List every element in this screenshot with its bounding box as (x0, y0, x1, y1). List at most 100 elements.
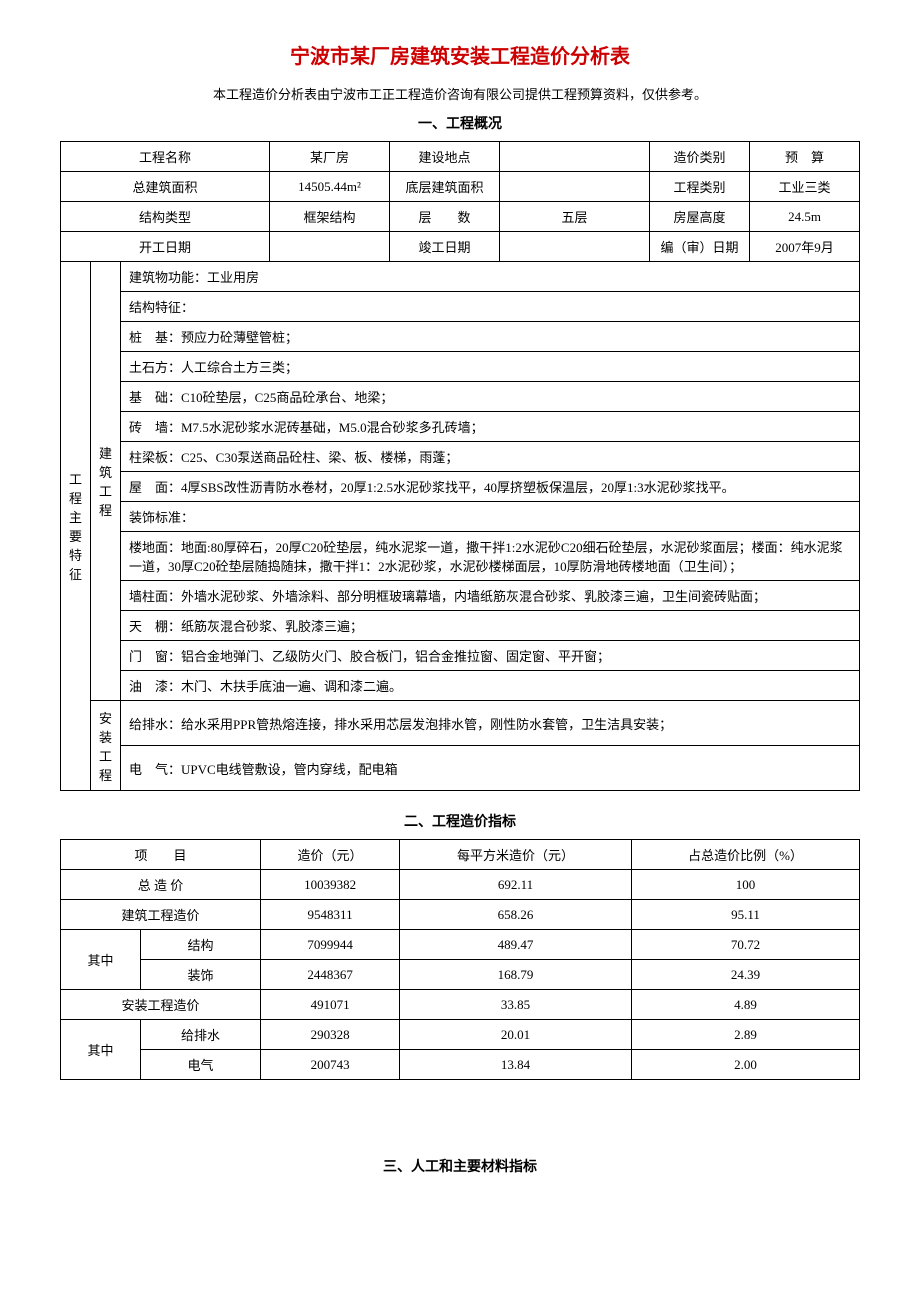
section3-header: 三、人工和主要材料指标 (60, 1156, 860, 1176)
feature-line: 电 气：UPVC电线管敷设，管内穿线，配电箱 (121, 746, 860, 791)
value-cell: 2448367 (261, 960, 400, 990)
value-cell (500, 172, 650, 202)
table-row: 砖 墙：M7.5水泥砂浆水泥砖基础，M5.0混合砂浆多孔砖墙； (61, 412, 860, 442)
value-cell (500, 142, 650, 172)
feature-line: 结构特征： (121, 292, 860, 322)
table-row: 安装工程造价 491071 33.85 4.89 (61, 990, 860, 1020)
table-row: 总建筑面积 14505.44m² 底层建筑面积 工程类别 工业三类 (61, 172, 860, 202)
prefix-cell: 其中 (61, 930, 141, 990)
table-row: 总 造 价 10039382 692.11 100 (61, 870, 860, 900)
label-cell: 竣工日期 (390, 232, 500, 262)
feature-install-label: 安装工程 (91, 701, 121, 791)
feature-line: 楼地面：地面:80厚碎石，20厚C20砼垫层，纯水泥浆一道，撒干拌1:2水泥砂C… (121, 532, 860, 581)
value-cell: 168.79 (400, 960, 632, 990)
table-row: 建筑工程造价 9548311 658.26 95.11 (61, 900, 860, 930)
label-cell: 总建筑面积 (61, 172, 270, 202)
label-cell: 房屋高度 (650, 202, 750, 232)
value-cell: 70.72 (631, 930, 859, 960)
table-row: 油 漆：木门、木扶手底油一遍、调和漆二遍。 (61, 671, 860, 701)
value-cell: 7099944 (261, 930, 400, 960)
table-row: 项 目 造价（元） 每平方米造价（元） 占总造价比例（%） (61, 840, 860, 870)
table-row: 其中 结构 7099944 489.47 70.72 (61, 930, 860, 960)
table-row: 工程名称 某厂房 建设地点 造价类别 预 算 (61, 142, 860, 172)
label-cell: 给排水 (141, 1020, 261, 1050)
value-cell: 五层 (500, 202, 650, 232)
table-row: 屋 面：4厚SBS改性沥青防水卷材，20厚1:2.5水泥砂浆找平，40厚挤塑板保… (61, 472, 860, 502)
label-cell: 总 造 价 (61, 870, 261, 900)
label-cell: 工程类别 (650, 172, 750, 202)
table-row: 安装工程 给排水：给水采用PPR管热熔连接，排水采用芯层发泡排水管，刚性防水套管… (61, 701, 860, 746)
label-cell: 开工日期 (61, 232, 270, 262)
feature-line: 土石方：人工综合土方三类； (121, 352, 860, 382)
feature-line: 砖 墙：M7.5水泥砂浆水泥砖基础，M5.0混合砂浆多孔砖墙； (121, 412, 860, 442)
value-cell: 33.85 (400, 990, 632, 1020)
value-cell: 100 (631, 870, 859, 900)
label-cell: 结构类型 (61, 202, 270, 232)
table-row: 电 气：UPVC电线管敷设，管内穿线，配电箱 (61, 746, 860, 791)
feature-line: 墙柱面：外墙水泥砂浆、外墙涂料、部分明框玻璃幕墙，内墙纸筋灰混合砂浆、乳胶漆三遍… (121, 581, 860, 611)
table-row: 结构特征： (61, 292, 860, 322)
table-row: 其中 给排水 290328 20.01 2.89 (61, 1020, 860, 1050)
table-row: 基 础：C10砼垫层，C25商品砼承台、地梁； (61, 382, 860, 412)
value-cell: 4.89 (631, 990, 859, 1020)
value-cell: 489.47 (400, 930, 632, 960)
cost-indicator-table: 项 目 造价（元） 每平方米造价（元） 占总造价比例（%） 总 造 价 1003… (60, 839, 860, 1080)
value-cell: 9548311 (261, 900, 400, 930)
feature-line: 建筑物功能：工业用房 (121, 262, 860, 292)
section2-header: 二、工程造价指标 (60, 811, 860, 831)
value-cell: 290328 (261, 1020, 400, 1050)
label-cell: 建筑工程造价 (61, 900, 261, 930)
feature-line: 基 础：C10砼垫层，C25商品砼承台、地梁； (121, 382, 860, 412)
label-cell: 安装工程造价 (61, 990, 261, 1020)
page-title: 宁波市某厂房建筑安装工程造价分析表 (60, 40, 860, 69)
feature-line: 天 棚：纸筋灰混合砂浆、乳胶漆三遍； (121, 611, 860, 641)
feature-line: 桩 基：预应力砼薄壁管桩； (121, 322, 860, 352)
table-row: 装饰标准： (61, 502, 860, 532)
table-row: 土石方：人工综合土方三类； (61, 352, 860, 382)
value-cell (270, 232, 390, 262)
feature-build-label: 建筑工程 (91, 262, 121, 701)
feature-line: 给排水：给水采用PPR管热熔连接，排水采用芯层发泡排水管，刚性防水套管，卫生洁具… (121, 701, 860, 746)
value-cell: 2.89 (631, 1020, 859, 1050)
table-row: 电气 200743 13.84 2.00 (61, 1050, 860, 1080)
value-cell: 658.26 (400, 900, 632, 930)
header-cell: 造价（元） (261, 840, 400, 870)
value-cell: 24.39 (631, 960, 859, 990)
feature-line: 油 漆：木门、木扶手底油一遍、调和漆二遍。 (121, 671, 860, 701)
feature-line: 屋 面：4厚SBS改性沥青防水卷材，20厚1:2.5水泥砂浆找平，40厚挤塑板保… (121, 472, 860, 502)
label-cell: 工程名称 (61, 142, 270, 172)
value-cell: 24.5m (750, 202, 860, 232)
value-cell: 2007年9月 (750, 232, 860, 262)
header-cell: 占总造价比例（%） (631, 840, 859, 870)
header-cell: 项 目 (61, 840, 261, 870)
table-row: 工程主要特征 建筑工程 建筑物功能：工业用房 (61, 262, 860, 292)
label-cell: 建设地点 (390, 142, 500, 172)
value-cell: 95.11 (631, 900, 859, 930)
value-cell: 13.84 (400, 1050, 632, 1080)
table-row: 开工日期 竣工日期 编（审）日期 2007年9月 (61, 232, 860, 262)
feature-main-label: 工程主要特征 (61, 262, 91, 791)
label-cell: 造价类别 (650, 142, 750, 172)
section1-header: 一、工程概况 (60, 113, 860, 133)
value-cell: 692.11 (400, 870, 632, 900)
value-cell: 491071 (261, 990, 400, 1020)
table-row: 桩 基：预应力砼薄壁管桩； (61, 322, 860, 352)
table-row: 柱梁板：C25、C30泵送商品砼柱、梁、板、楼梯，雨蓬； (61, 442, 860, 472)
header-cell: 每平方米造价（元） (400, 840, 632, 870)
value-cell: 框架结构 (270, 202, 390, 232)
overview-table: 工程名称 某厂房 建设地点 造价类别 预 算 总建筑面积 14505.44m² … (60, 141, 860, 791)
table-row: 天 棚：纸筋灰混合砂浆、乳胶漆三遍； (61, 611, 860, 641)
label-cell: 装饰 (141, 960, 261, 990)
label-cell: 结构 (141, 930, 261, 960)
feature-line: 装饰标准： (121, 502, 860, 532)
label-cell: 底层建筑面积 (390, 172, 500, 202)
feature-line: 门 窗：铝合金地弹门、乙级防火门、胶合板门，铝合金推拉窗、固定窗、平开窗； (121, 641, 860, 671)
prefix-cell: 其中 (61, 1020, 141, 1080)
label-cell: 层 数 (390, 202, 500, 232)
value-cell: 14505.44m² (270, 172, 390, 202)
table-row: 墙柱面：外墙水泥砂浆、外墙涂料、部分明框玻璃幕墙，内墙纸筋灰混合砂浆、乳胶漆三遍… (61, 581, 860, 611)
value-cell: 20.01 (400, 1020, 632, 1050)
label-cell: 电气 (141, 1050, 261, 1080)
value-cell: 10039382 (261, 870, 400, 900)
page-subtitle: 本工程造价分析表由宁波市工正工程造价咨询有限公司提供工程预算资料，仅供参考。 (60, 84, 860, 103)
